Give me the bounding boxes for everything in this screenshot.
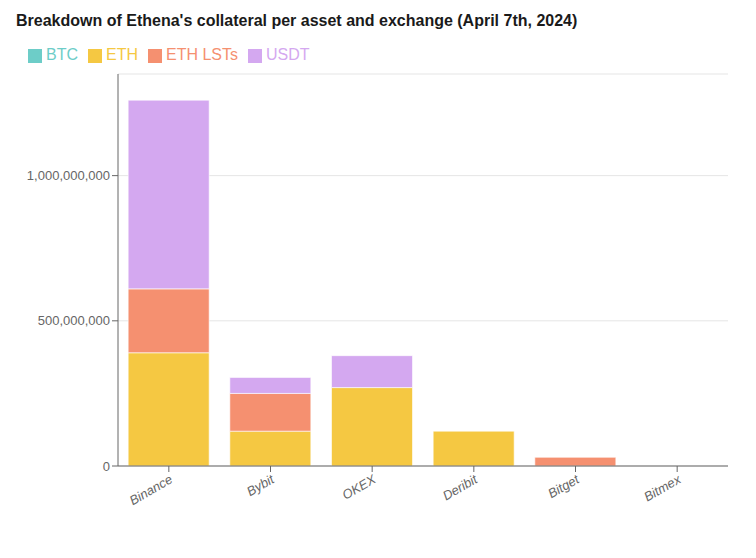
svg-text:500,000,000: 500,000,000 (38, 313, 110, 328)
svg-text:Bybit: Bybit (244, 471, 278, 499)
svg-text:Binance: Binance (127, 472, 175, 508)
html-text:ETH LSTs: ETH LSTs (166, 46, 238, 63)
svg-text:0: 0 (103, 459, 110, 474)
svg-text:Bitmex: Bitmex (641, 471, 683, 504)
svg-text:Deribit: Deribit (440, 471, 481, 503)
svg-text:Bitget: Bitget (545, 471, 582, 501)
svg-text:1,000,000,000: 1,000,000,000 (27, 168, 110, 183)
html-text:USDT: USDT (266, 46, 310, 63)
html-text:ETH: ETH (106, 46, 138, 63)
html-text:Breakdown of Ethena's collater: Breakdown of Ethena's collateral per ass… (16, 12, 578, 29)
html-text:BTC: BTC (46, 46, 78, 63)
svg-text:OKEX: OKEX (339, 471, 379, 503)
